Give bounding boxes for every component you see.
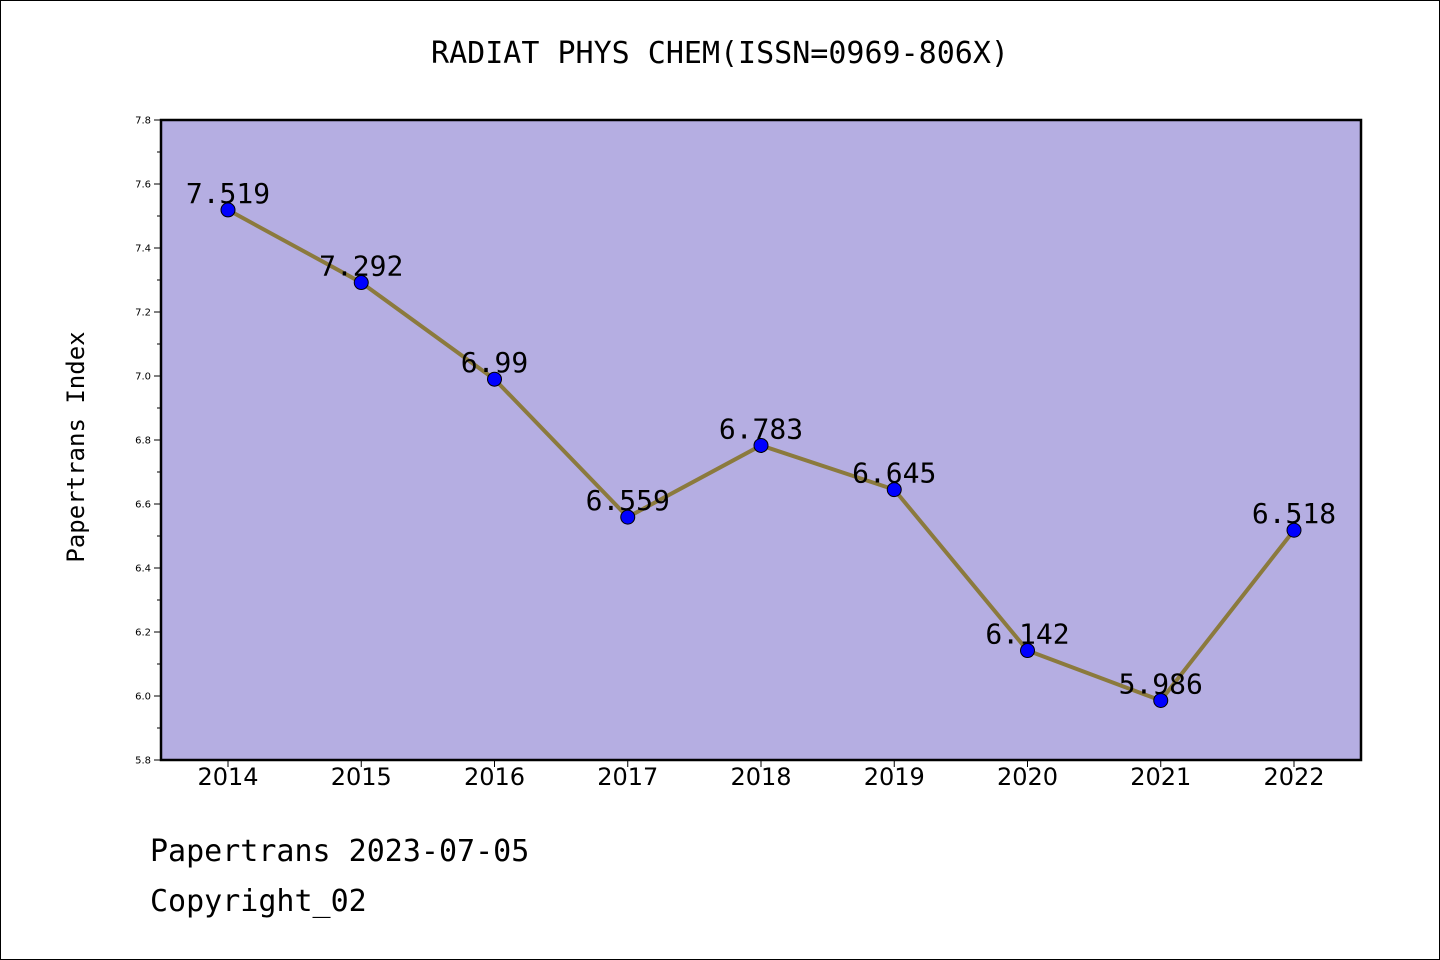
data-label: 6.142 (985, 618, 1069, 651)
x-tick-label: 2017 (597, 763, 658, 791)
data-label: 7.519 (186, 177, 270, 210)
data-point (886, 482, 902, 498)
y-tick-label: 6.6 (135, 500, 151, 511)
x-tick-label: 2015 (331, 763, 392, 791)
x-tick-label: 2018 (730, 763, 791, 791)
y-tick-label: 6.0 (135, 692, 151, 703)
y-tick-label: 6.8 (135, 436, 151, 447)
data-point (620, 509, 636, 525)
x-tick-label: 2021 (1130, 763, 1191, 791)
y-tick-label: 7.0 (135, 372, 151, 383)
data-point (487, 371, 502, 387)
x-tick-label: 2022 (1263, 763, 1324, 791)
y-tick-label: 7.8 (135, 116, 151, 127)
y-tick-label: 6.4 (135, 564, 151, 575)
data-point (353, 275, 369, 291)
x-tick-label: 2020 (997, 763, 1058, 791)
data-label: 6.559 (586, 484, 670, 517)
data-point (1286, 522, 1302, 538)
y-tick-label: 5.8 (135, 756, 151, 767)
data-label: 7.292 (319, 250, 403, 283)
data-point (1153, 692, 1169, 708)
y-tick-label: 7.2 (135, 308, 151, 319)
chart-title: RADIAT PHYS CHEM(ISSN=0969-806X) (431, 36, 1009, 71)
data-label: 6.518 (1252, 497, 1336, 530)
footer-copyright: Copyright_02 (150, 884, 367, 919)
y-tick-label: 7.4 (135, 244, 151, 255)
data-label: 5.986 (1119, 667, 1203, 700)
y-tick-label: 7.6 (135, 180, 151, 191)
data-label: 6.645 (852, 457, 936, 490)
data-point (1020, 643, 1035, 659)
x-tick-label: 2014 (197, 763, 258, 791)
data-point (220, 202, 236, 218)
plot-border (159, 118, 1363, 762)
x-tick-label: 2016 (464, 763, 525, 791)
x-tick-label: 2019 (864, 763, 925, 791)
y-tick-label: 6.2 (135, 628, 151, 639)
data-point (753, 437, 769, 453)
data-label: 6.99 (461, 346, 528, 379)
data-label: 6.783 (719, 412, 803, 445)
footer-date: Papertrans 2023-07-05 (150, 834, 530, 869)
